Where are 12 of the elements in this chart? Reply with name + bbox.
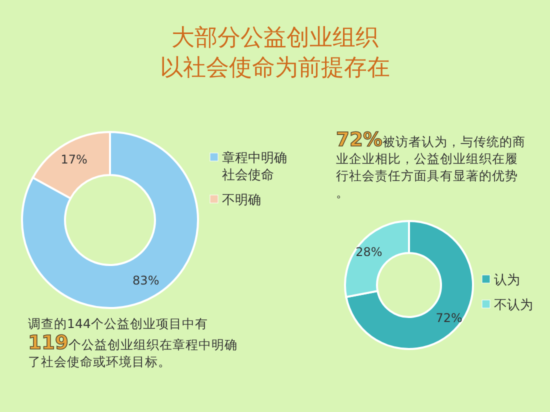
data-label: 28% bbox=[356, 244, 382, 259]
data-label: 17% bbox=[60, 152, 88, 166]
legend-label: 不认为 bbox=[494, 298, 533, 313]
text: 调查的144个公益创业项目中有 bbox=[28, 316, 208, 331]
data-label: 83% bbox=[132, 274, 160, 288]
text: 119个公益创业组织在章程中明确了社会使命或环境目标。 bbox=[28, 331, 238, 369]
legend-label: 认为 bbox=[494, 273, 520, 288]
legend-label: 不明确 bbox=[222, 193, 261, 208]
legend-label: 章程中明确社会使命 bbox=[222, 151, 287, 183]
text: 72%被访者认为，与传统的商业企业相比，公益创业组织在履行社会责任方面具有显著的优势。 bbox=[336, 128, 526, 200]
chart-title: 大部分公益创业组织以社会使命为前提存在 bbox=[160, 25, 390, 81]
data-label: 72% bbox=[436, 311, 462, 326]
